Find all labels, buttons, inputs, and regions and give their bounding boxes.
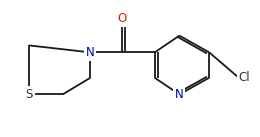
Text: S: S [25,88,33,101]
Text: O: O [118,12,127,25]
Text: Cl: Cl [239,71,250,84]
Text: N: N [175,88,184,101]
Text: N: N [86,46,95,59]
